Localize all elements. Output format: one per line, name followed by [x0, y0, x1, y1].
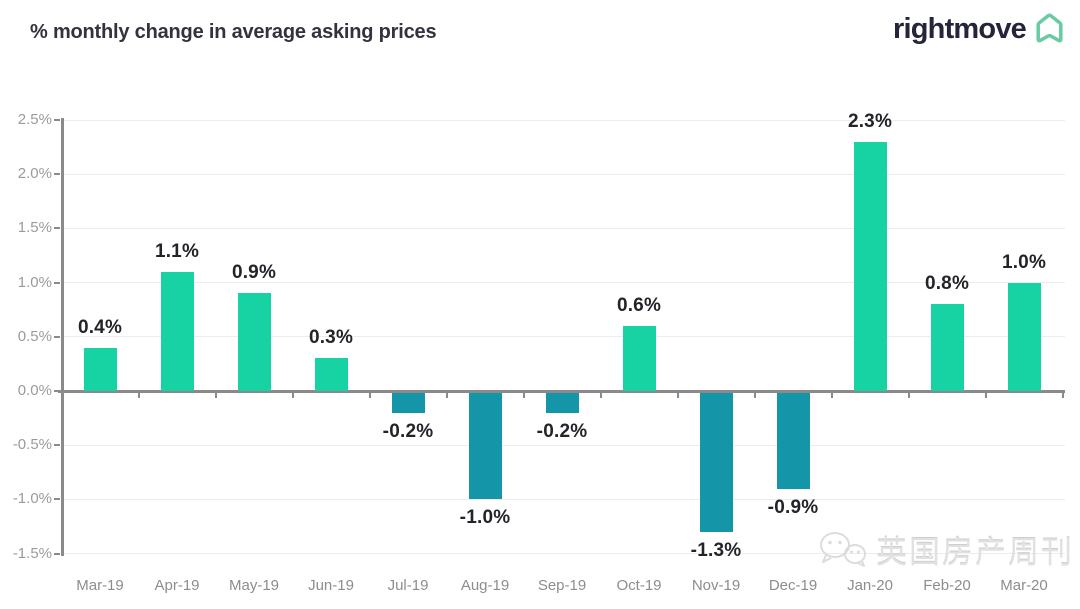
y-axis-tick-label: -1.0%	[12, 490, 52, 508]
gridline	[62, 173, 1065, 175]
y-axis-tick	[54, 552, 60, 555]
bar-oct-19	[622, 325, 656, 391]
x-axis-label: Feb-20	[923, 577, 971, 594]
bar-value-label: 0.8%	[924, 273, 970, 295]
bar-value-label: -1.0%	[459, 507, 511, 529]
bar-aug-19	[468, 392, 502, 500]
x-axis-label: Oct-19	[616, 577, 662, 594]
bar-value-label: 0.9%	[231, 262, 277, 284]
y-axis-line	[60, 118, 64, 556]
bar-feb-20	[930, 304, 964, 391]
y-axis-tick	[54, 444, 60, 447]
y-axis-tick-label: 1.5%	[17, 219, 52, 237]
gridline	[62, 227, 1065, 229]
bar-value-label: 1.0%	[1001, 251, 1047, 273]
x-axis-tick	[214, 392, 217, 398]
bar-value-label: -0.2%	[382, 420, 434, 442]
y-axis-tick	[54, 227, 60, 230]
x-axis-tick	[830, 392, 833, 398]
gridline	[62, 553, 1065, 555]
rightmove-logo: rightmove	[893, 12, 1068, 47]
x-axis-label: Aug-19	[460, 577, 510, 594]
rightmove-logo-text: rightmove	[893, 13, 1027, 45]
gridline	[62, 336, 1065, 338]
y-axis-tick-label: 2.0%	[17, 165, 52, 183]
x-axis-tick	[137, 392, 140, 398]
x-axis-tick	[599, 392, 602, 398]
bar-dec-19	[776, 392, 810, 489]
zero-axis-line	[58, 389, 1065, 393]
bar-value-label: -0.9%	[767, 496, 819, 518]
y-axis-tick-label: 0.0%	[17, 382, 52, 399]
x-axis-label: Dec-19	[768, 577, 818, 594]
chart-title: % monthly change in average asking price…	[30, 21, 437, 43]
y-axis-tick	[54, 281, 60, 284]
bar-may-19	[237, 293, 271, 391]
bar-value-label: 1.1%	[154, 240, 200, 262]
gridline	[62, 498, 1065, 500]
x-axis-tick	[522, 392, 525, 398]
x-axis-tick	[907, 392, 910, 398]
rightmove-house-icon	[1036, 13, 1063, 43]
x-axis-label: Mar-20	[1000, 577, 1048, 594]
x-axis-label: Jul-19	[387, 577, 429, 594]
y-axis-tick	[54, 390, 60, 392]
bar-value-label: 0.3%	[308, 327, 354, 349]
gridline	[62, 282, 1065, 284]
bar-value-label: -1.3%	[690, 539, 742, 561]
y-axis-tick-label: 1.0%	[17, 273, 52, 291]
x-axis-tick	[291, 392, 294, 398]
x-axis-label: Jan-20	[847, 577, 893, 594]
x-axis-label: Jun-19	[308, 577, 354, 594]
x-axis-tick	[753, 392, 756, 398]
x-axis-tick	[445, 392, 448, 398]
y-axis-tick	[54, 173, 60, 176]
bar-mar-19	[83, 347, 117, 391]
bar-value-label: -0.2%	[536, 420, 588, 442]
bar-jul-19	[391, 392, 425, 413]
bar-sep-19	[545, 392, 579, 413]
y-axis-tick	[54, 119, 60, 121]
bar-mar-20	[1007, 282, 1041, 391]
x-axis-tick	[676, 392, 679, 398]
x-axis-tick	[1061, 392, 1064, 398]
bar-value-label: 0.4%	[77, 316, 123, 338]
bar-apr-19	[160, 271, 194, 391]
bar-value-label: 2.3%	[847, 110, 893, 132]
y-axis-tick	[54, 498, 60, 501]
x-axis-label: Apr-19	[154, 577, 200, 594]
y-axis-tick-label: -0.5%	[12, 436, 52, 454]
x-axis-label: Sep-19	[537, 577, 587, 594]
x-axis-label: Mar-19	[76, 577, 124, 594]
bar-jun-19	[314, 358, 348, 391]
gridline	[62, 119, 1065, 121]
x-axis-label: May-19	[228, 577, 280, 594]
y-axis-tick-label: 0.5%	[17, 327, 52, 345]
y-axis-tick-label: 2.5%	[17, 111, 52, 128]
x-axis-tick	[984, 392, 987, 398]
y-axis-tick-label: -1.5%	[12, 544, 52, 562]
bar-nov-19	[699, 392, 733, 532]
bar-value-label: 0.6%	[616, 294, 662, 316]
gridline	[62, 444, 1065, 446]
y-axis-tick	[54, 335, 60, 338]
x-axis-tick	[368, 392, 371, 398]
x-axis-label: Nov-19	[691, 577, 741, 594]
bar-jan-20	[853, 141, 887, 391]
